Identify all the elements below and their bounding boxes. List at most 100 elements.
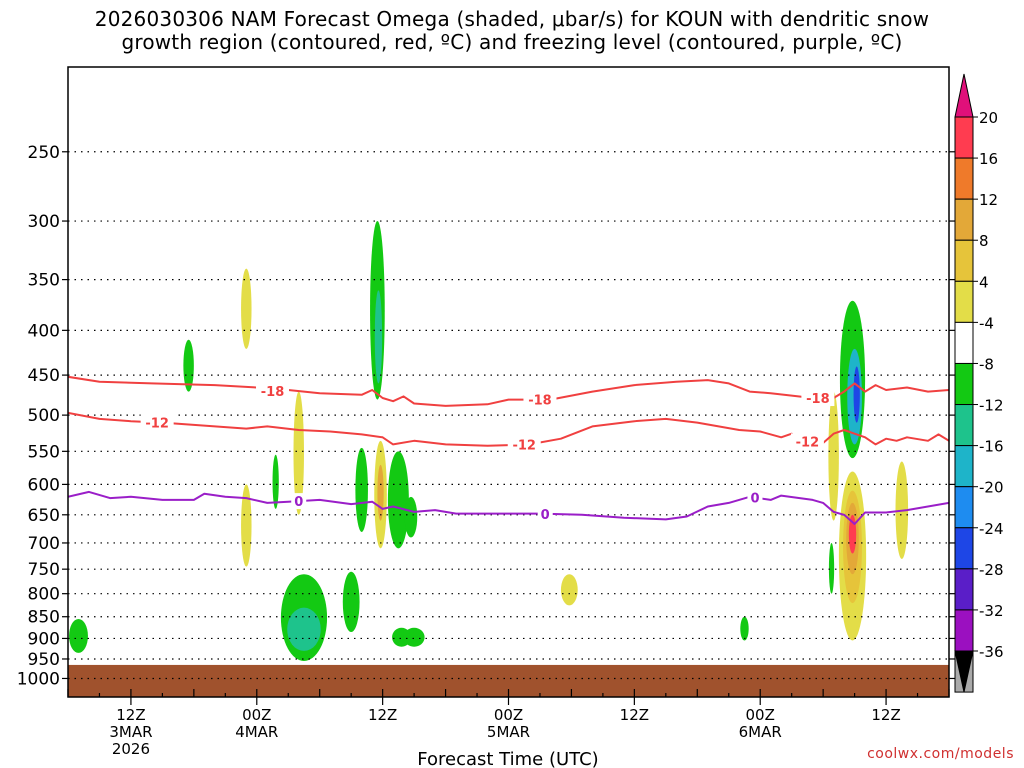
x-tick-label-1-1: 4MAR [235, 723, 278, 741]
x-tick-label-0-2: 2026 [112, 740, 150, 758]
omega-blob-11 [374, 290, 383, 384]
contour-layer: -18 -18 -18 -12 -12 -12 0 0 0 [68, 375, 949, 525]
omega-blob-21 [828, 391, 839, 521]
colorbar-top-arrow [954, 73, 974, 118]
y-tick-label-850: 850 [28, 608, 60, 628]
y-tick-label-1000: 1000 [17, 669, 60, 689]
omega-blob-14 [387, 451, 409, 549]
omega-blob-3 [241, 484, 252, 567]
x-tick-label-3-1: 5MAR [487, 723, 530, 741]
x-tick-label-6-0: 12Z [871, 706, 900, 724]
credit-text: coolwx.com/models [867, 746, 1014, 762]
contour-label-bg-minus-12-0 [140, 414, 174, 431]
colorbar-label-3: 8 [979, 232, 989, 250]
colorbar-label-5: -4 [979, 314, 994, 332]
colorbar-label-7: -12 [979, 397, 1004, 415]
grid-layer [68, 151, 949, 680]
x-tick-label-2-0: 12Z [368, 706, 397, 724]
contour-label-minus-18-1: -18 [528, 394, 552, 409]
title-line-2: growth region (contoured, red, ºC) and f… [121, 30, 903, 54]
contour-label-zero-2: 0 [750, 492, 759, 507]
contour-label-minus-18-0: -18 [261, 385, 285, 400]
colorbar-label-13: -36 [979, 643, 1004, 661]
colorbar-label-10: -24 [979, 520, 1004, 538]
y-tick-label-400: 400 [28, 321, 60, 341]
colorbar-swatch-7 [954, 404, 974, 447]
y-tick-label-950: 950 [28, 650, 60, 670]
contour-label-minus-12-2: -12 [796, 435, 820, 450]
title-line-1: 2026030306 NAM Forecast Omega (shaded, μ… [94, 7, 930, 31]
contour-label-bg-minus-18-0 [256, 383, 290, 400]
y-tick-label-800: 800 [28, 585, 60, 605]
omega-blob-2 [241, 268, 252, 349]
colorbar-label-11: -28 [979, 561, 1004, 579]
contour-label-minus-18-2: -18 [806, 392, 830, 407]
y-tick-label-450: 450 [28, 366, 60, 386]
colorbar-label-0: 20 [979, 109, 998, 127]
colorbar: 20 16 12 8 4 -4 -8 -12 -16 -20 -24 -28 -32 -36 [954, 73, 1004, 693]
colorbar-label-8: -16 [979, 438, 1004, 456]
plot-frame [67, 66, 950, 698]
contour-label-bg-minus-12-2 [790, 433, 824, 450]
y-tick-label-900: 900 [28, 629, 60, 649]
colorbar-label-12: -32 [979, 602, 1004, 620]
y-tick-label-550: 550 [28, 442, 60, 462]
colorbar-swatch-5 [954, 321, 974, 364]
omega-blob-20 [828, 542, 835, 594]
x-tick-label-3-0: 00Z [494, 706, 523, 724]
omega-blob-7 [287, 607, 321, 651]
x-tick-label-4-0: 12Z [620, 706, 649, 724]
x-tick-label-0-0: 12Z [116, 706, 145, 724]
x-axis-label: Forecast Time (UTC) [417, 749, 598, 768]
omega-blob-4 [272, 454, 279, 509]
x-tick-label-5-0: 00Z [746, 706, 775, 724]
colorbar-swatch-4 [954, 280, 974, 323]
colorbar-swatch-1 [954, 157, 974, 200]
colorbar-swatch-3 [954, 239, 974, 282]
y-tick-label-250: 250 [28, 143, 60, 163]
colorbar-label-6: -8 [979, 355, 994, 373]
omega-shading-layer [69, 221, 909, 661]
omega-blob-8 [342, 571, 360, 633]
omega-blob-0 [69, 618, 88, 653]
x-tick-label-0-1: 3MAR [109, 723, 152, 741]
colorbar-label-9: -20 [979, 479, 1004, 497]
colorbar-swatch-12 [954, 609, 974, 652]
y-axis: 2503003504004505005506006507007508008509… [17, 143, 955, 689]
contour-label-bg-zero-0 [291, 493, 307, 510]
y-tick-label-350: 350 [28, 271, 60, 291]
omega-blob-18 [560, 574, 578, 606]
omega-blob-9 [355, 447, 368, 532]
colorbar-swatch-10 [954, 527, 974, 570]
contour-label-minus-12-1: -12 [512, 439, 536, 454]
omega-blob-17 [403, 627, 425, 647]
contour-label-bg-minus-18-1 [523, 391, 557, 408]
contour-label-minus-12-0: -12 [145, 416, 169, 431]
contour-label-zero-1: 0 [541, 508, 550, 523]
contour-label-bg-zero-1 [537, 505, 553, 522]
y-tick-label-600: 600 [28, 475, 60, 495]
contour-zero [68, 490, 949, 525]
y-tick-label-650: 650 [28, 506, 60, 526]
omega-blob-1 [183, 339, 194, 392]
colorbar-swatch-2 [954, 198, 974, 241]
chart-title: 2026030306 NAM Forecast Omega (shaded, μ… [0, 8, 1024, 54]
omega-blob-13 [377, 464, 384, 521]
colorbar-label-4: 4 [979, 273, 989, 291]
y-tick-label-300: 300 [28, 212, 60, 232]
contour-label-bg-minus-12-1 [507, 436, 541, 453]
colorbar-swatch-0 [954, 116, 974, 159]
colorbar-label-2: 12 [979, 191, 998, 209]
x-tick-label-5-1: 6MAR [739, 723, 782, 741]
contour-label-zero-0: 0 [294, 495, 303, 510]
x-tick-label-1-0: 00Z [242, 706, 271, 724]
colorbar-swatch-8 [954, 445, 974, 488]
contour-label-bg-zero-2 [747, 489, 763, 506]
y-tick-label-500: 500 [28, 406, 60, 426]
contour-label-bg-minus-18-2 [801, 390, 835, 407]
y-tick-label-700: 700 [28, 534, 60, 554]
omega-blob-15 [404, 496, 418, 538]
omega-blob-19 [740, 616, 749, 641]
